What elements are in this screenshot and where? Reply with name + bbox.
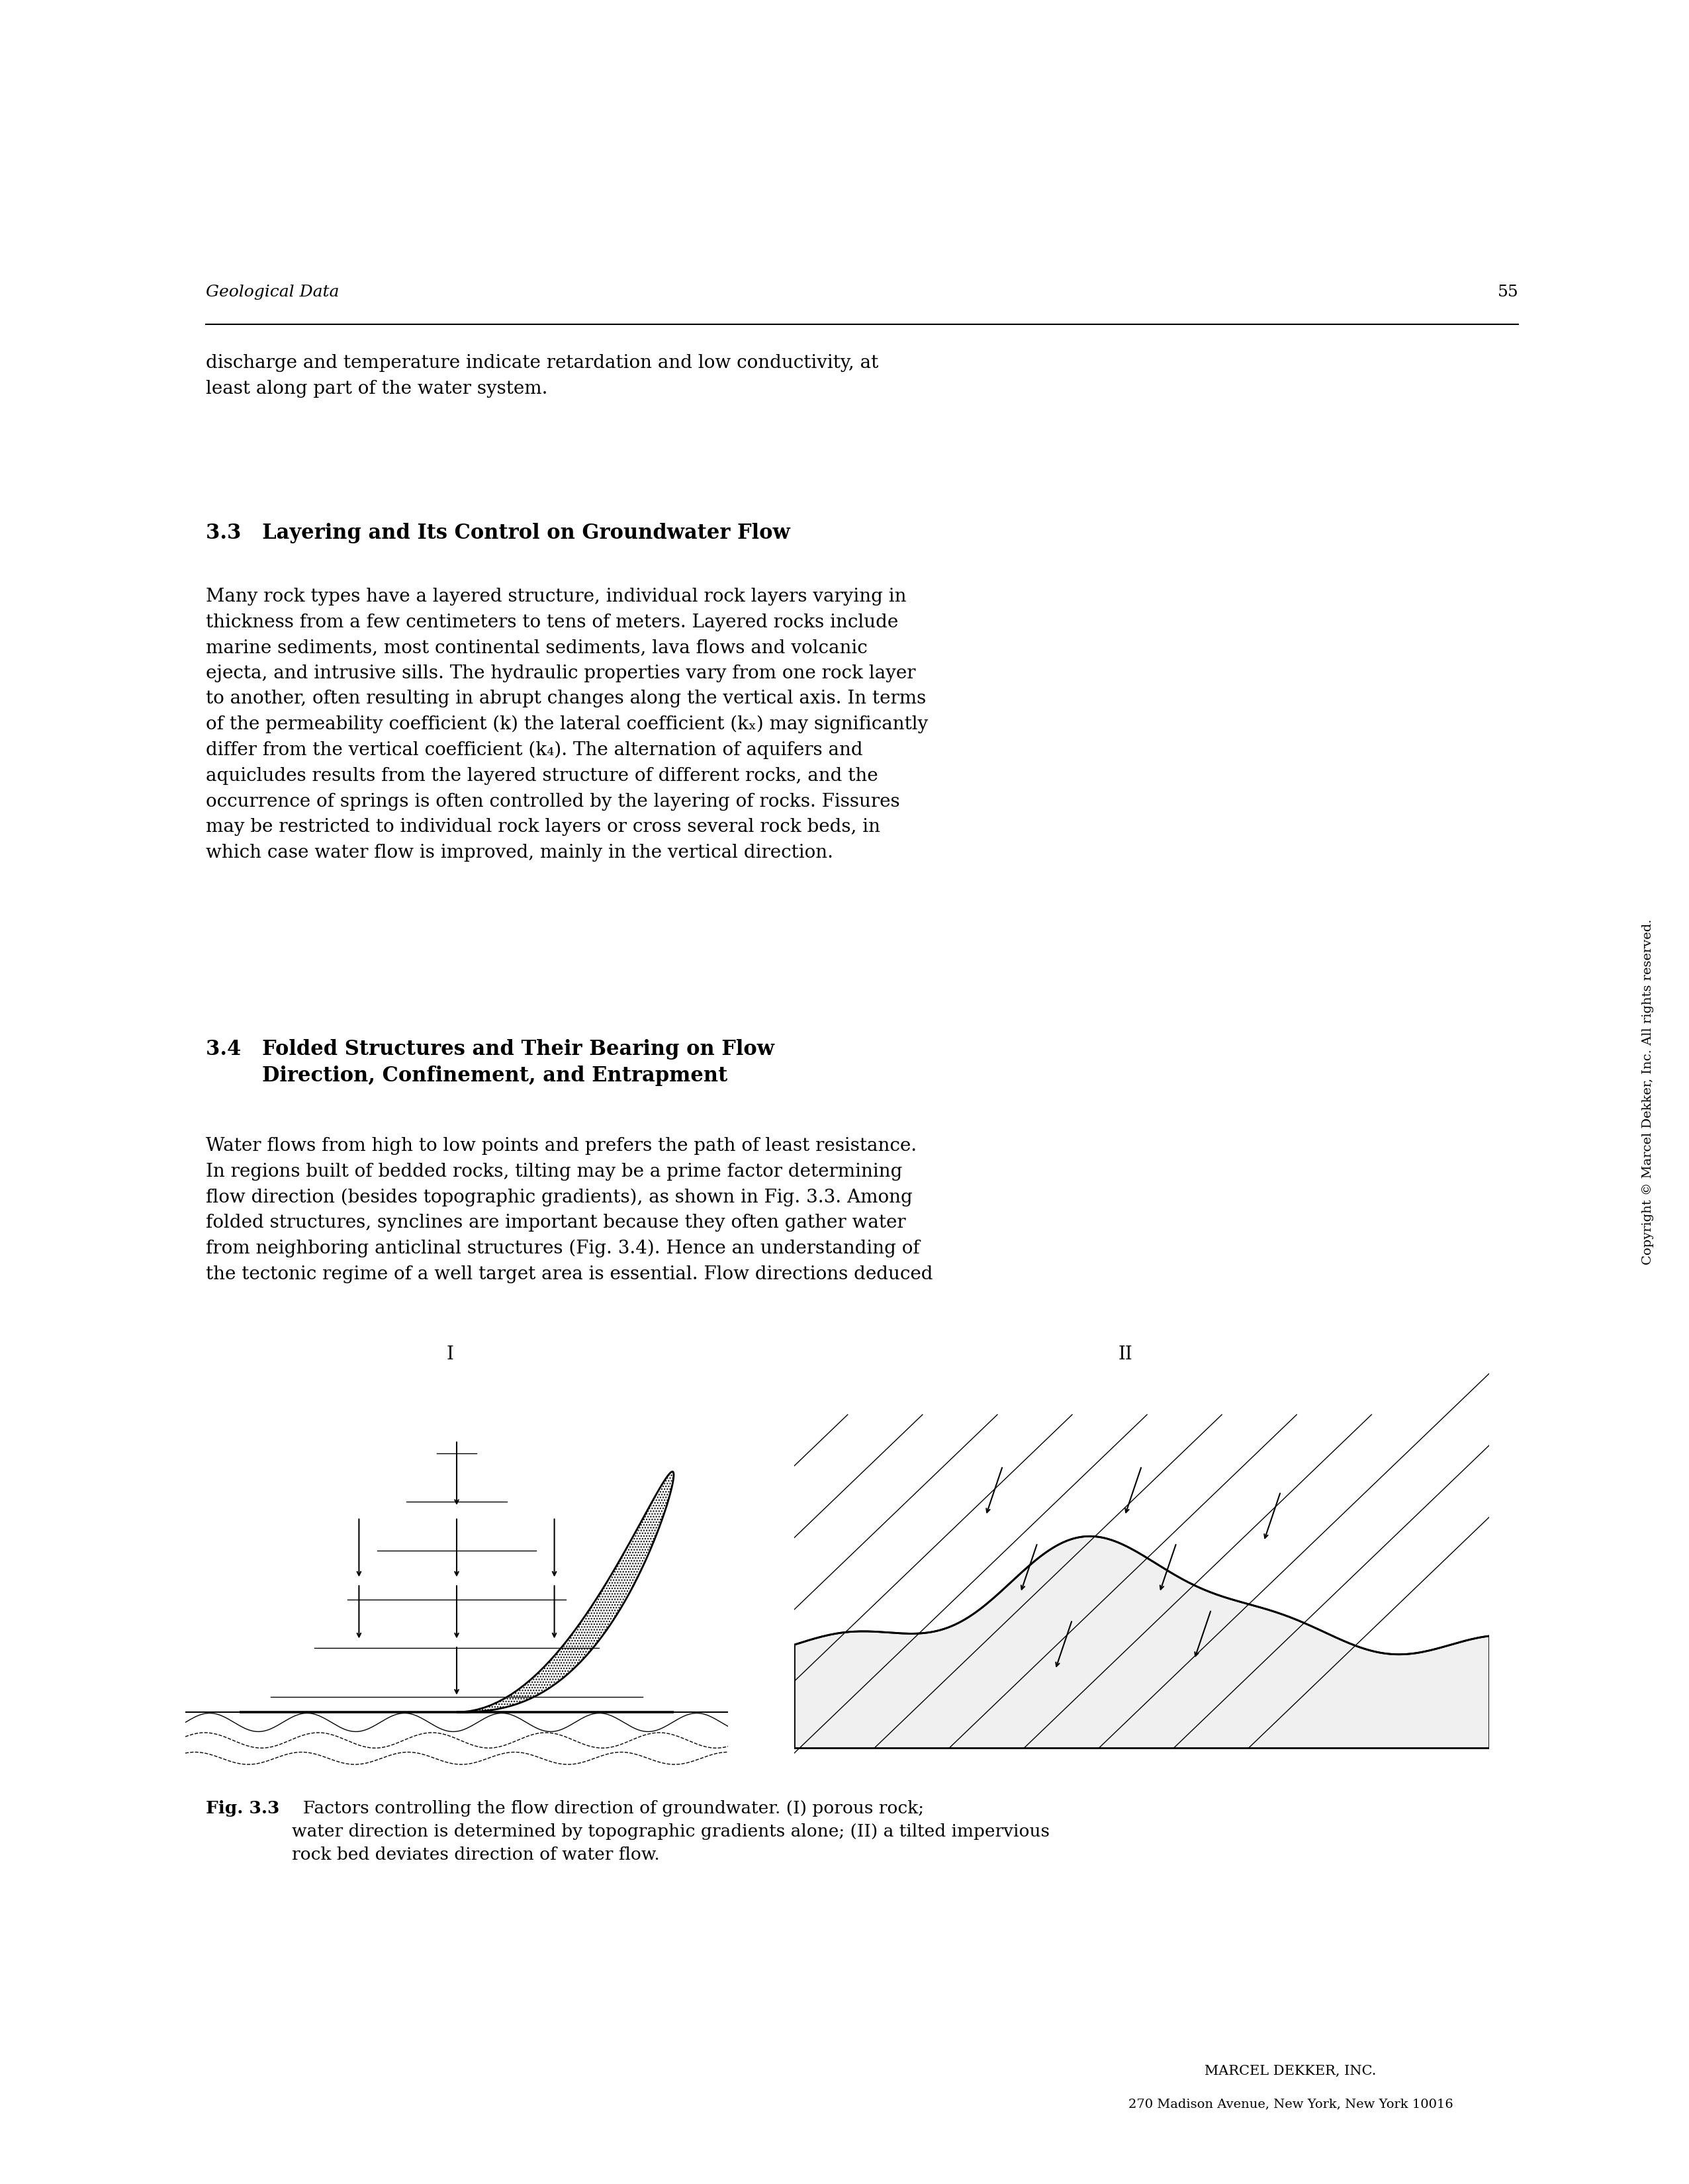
Text: I: I bbox=[446, 1345, 454, 1363]
Polygon shape bbox=[240, 1472, 674, 1712]
Text: Direction, Confinement, and Entrapment: Direction, Confinement, and Entrapment bbox=[206, 1066, 728, 1085]
Text: discharge and temperature indicate retardation and low conductivity, at
least al: discharge and temperature indicate retar… bbox=[206, 354, 878, 397]
Text: Copyright © Marcel Dekker, Inc. All rights reserved.: Copyright © Marcel Dekker, Inc. All righ… bbox=[1642, 919, 1654, 1265]
Text: II: II bbox=[1118, 1345, 1132, 1363]
Text: Fig. 3.3: Fig. 3.3 bbox=[206, 1800, 280, 1817]
Text: 3.3   Layering and Its Control on Groundwater Flow: 3.3 Layering and Its Control on Groundwa… bbox=[206, 522, 790, 544]
Text: Many rock types have a layered structure, individual rock layers varying in
thic: Many rock types have a layered structure… bbox=[206, 587, 929, 860]
Text: Water flows from high to low points and prefers the path of least resistance.
In: Water flows from high to low points and … bbox=[206, 1138, 932, 1284]
Polygon shape bbox=[794, 1535, 1490, 1747]
Text: Geological Data: Geological Data bbox=[206, 284, 339, 299]
Text: Factors controlling the flow direction of groundwater. (I) porous rock;
water di: Factors controlling the flow direction o… bbox=[292, 1800, 1051, 1863]
Text: 55: 55 bbox=[1498, 284, 1518, 299]
Text: MARCEL DEKKER, INC.: MARCEL DEKKER, INC. bbox=[1204, 2064, 1377, 2077]
Text: M: M bbox=[1414, 2075, 1439, 2097]
Text: 3.4   Folded Structures and Their Bearing on Flow: 3.4 Folded Structures and Their Bearing … bbox=[206, 1040, 775, 1059]
Text: 270 Madison Avenue, New York, New York 10016: 270 Madison Avenue, New York, New York 1… bbox=[1128, 2099, 1453, 2110]
